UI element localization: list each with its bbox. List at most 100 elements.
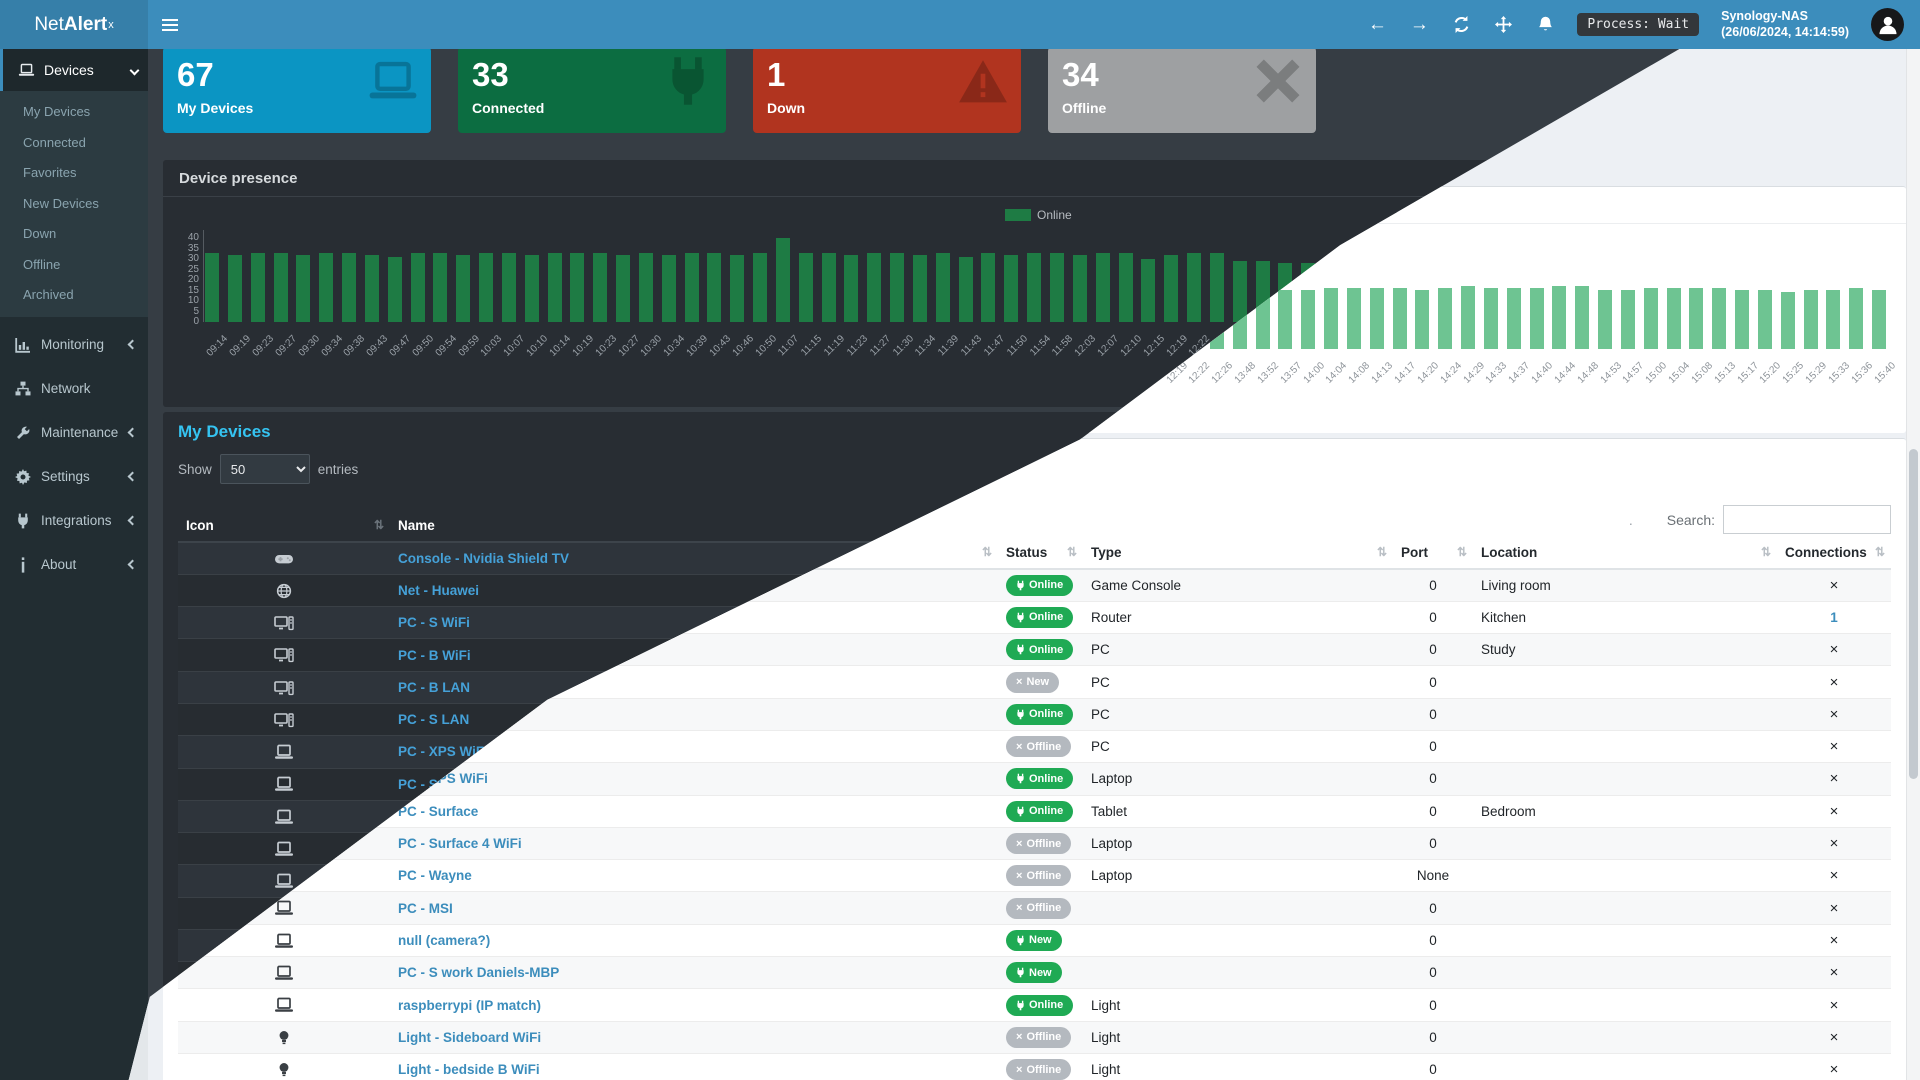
- sidebar-item-about[interactable]: About: [0, 543, 148, 587]
- device-name-link[interactable]: Light - Sideboard WiFi: [398, 1029, 542, 1045]
- refresh-icon[interactable]: [1451, 15, 1471, 35]
- chart-bar: [730, 254, 745, 322]
- chart-bar: [821, 252, 836, 322]
- sidebar-subitem-my-devices[interactable]: My Devices: [23, 104, 91, 119]
- search-label: Search:: [1666, 511, 1715, 528]
- chart-bar: [1164, 254, 1179, 322]
- sort-icon[interactable]: ⇅: [1874, 545, 1885, 559]
- sidebar-item-devices[interactable]: Devices: [0, 49, 148, 91]
- sidebar-item-label: About: [41, 557, 77, 572]
- sidebar-subitem-offline[interactable]: Offline: [23, 256, 61, 272]
- device-name-link[interactable]: PC - B WiFi: [398, 647, 471, 663]
- chart-bar: [1780, 292, 1795, 349]
- sidebar-item-settings[interactable]: Settings: [0, 455, 148, 499]
- chart-bar: [1461, 286, 1476, 349]
- forward-arrow-icon[interactable]: →: [1409, 13, 1429, 35]
- device-location: [1473, 826, 1777, 860]
- stat-card-down[interactable]: 1 Down: [753, 47, 1021, 133]
- stat-card-my-devices[interactable]: 67 My Devices: [163, 47, 431, 133]
- x-icon: ×: [1016, 1063, 1023, 1076]
- sidebar-item-network[interactable]: Network: [0, 367, 148, 411]
- bell-icon[interactable]: [1535, 15, 1555, 35]
- sidebar-subitem-archived[interactable]: Archived: [23, 287, 74, 302]
- search-input[interactable]: [1723, 505, 1891, 534]
- chart-bar: [1438, 288, 1453, 349]
- stat-card-connected[interactable]: 33 Connected: [458, 47, 726, 133]
- sidebar-subitem-connected[interactable]: Connected: [23, 134, 86, 150]
- laptop-icon: [274, 964, 294, 980]
- device-name-link[interactable]: PC - S LAN: [398, 712, 470, 728]
- sidebar-item-monitoring[interactable]: Monitoring: [0, 323, 148, 367]
- page-size-select[interactable]: 50: [219, 454, 310, 484]
- sort-icon[interactable]: ⇅: [373, 518, 384, 532]
- sidebar-subitem-new-devices[interactable]: New Devices: [23, 195, 99, 211]
- sidebar-item-integrations[interactable]: Integrations: [0, 499, 148, 543]
- device-name-link[interactable]: PC - Surface 4 WiFi: [398, 836, 522, 852]
- column-label: Icon: [186, 518, 214, 533]
- column-header-connections[interactable]: Connections ⇅: [1777, 537, 1891, 570]
- status-badge: New: [1006, 929, 1062, 951]
- back-arrow-icon[interactable]: ←: [1367, 13, 1387, 35]
- chart-bar: [1004, 254, 1019, 322]
- chart-bar: [205, 252, 219, 322]
- device-name-link[interactable]: PC - XPS WiFi: [398, 744, 488, 760]
- device-name-link[interactable]: PC - S WiFi: [398, 615, 470, 631]
- device-name-link[interactable]: raspberrypi (IP match): [398, 997, 542, 1013]
- laptop-icon: [274, 776, 294, 792]
- device-name-link[interactable]: Light - bedside B WiFi: [398, 1062, 540, 1078]
- device-location: [1473, 956, 1777, 989]
- column-header-location[interactable]: Location ⇅: [1473, 537, 1777, 570]
- device-name-link[interactable]: Console - Nvidia Shield TV: [398, 550, 570, 566]
- device-name-link[interactable]: PC - S work Daniels-MBP: [398, 965, 560, 981]
- menu-toggle-icon[interactable]: [148, 0, 192, 49]
- connections-link[interactable]: 1: [1830, 609, 1838, 625]
- plug-icon: [1016, 1000, 1025, 1011]
- device-name-link[interactable]: PC - B LAN: [398, 679, 470, 695]
- status-badge: Online: [1006, 800, 1074, 822]
- connections-x-icon: ×: [1829, 835, 1839, 853]
- device-name-link[interactable]: null (camera?): [398, 932, 491, 948]
- status-label: Offline: [1026, 1063, 1062, 1076]
- chart-bar: [1072, 254, 1087, 322]
- chart-bar: [227, 254, 242, 322]
- wrench-icon: [15, 425, 31, 441]
- column-header-status[interactable]: Status ⇅: [998, 537, 1083, 570]
- laptop-icon: [274, 744, 294, 760]
- device-name-link[interactable]: PC - Surface: [398, 803, 479, 819]
- device-location: [1473, 1020, 1777, 1054]
- device-name-link[interactable]: PC - MSI: [398, 900, 453, 916]
- app-logo[interactable]: Net Alert x: [0, 0, 148, 49]
- device-port: 0: [1393, 697, 1473, 731]
- column-label: Name: [398, 518, 435, 533]
- device-port: 0: [1393, 665, 1473, 699]
- stat-card-offline[interactable]: 34 Offline: [1048, 47, 1316, 133]
- chevron-left-icon: [127, 515, 138, 526]
- desktop-icon: [274, 711, 294, 727]
- sort-icon[interactable]: ⇅: [1376, 545, 1387, 559]
- page-scrollbar[interactable]: [1906, 49, 1920, 1080]
- column-header-port[interactable]: Port ⇅: [1393, 537, 1473, 570]
- stat-value: 1: [767, 56, 786, 93]
- status-label: Online: [1029, 999, 1064, 1011]
- sort-icon[interactable]: ⇅: [1456, 545, 1467, 559]
- scrollbar-thumb[interactable]: [1909, 449, 1918, 779]
- sidebar-subitem-down[interactable]: Down: [23, 226, 57, 241]
- sitemap-icon: [15, 381, 31, 397]
- sort-icon[interactable]: ⇅: [1066, 545, 1077, 559]
- user-avatar[interactable]: [1871, 8, 1904, 41]
- column-header-type[interactable]: Type ⇅: [1083, 537, 1393, 570]
- sort-icon[interactable]: ⇅: [1760, 545, 1771, 559]
- device-name-link[interactable]: Net - Huawei: [398, 582, 480, 598]
- device-type: Tablet: [1083, 794, 1393, 828]
- sort-icon[interactable]: ⇅: [981, 545, 992, 559]
- device-name-link[interactable]: PC - Wayne: [398, 868, 472, 884]
- column-header-icon[interactable]: Icon ⇅: [178, 510, 390, 543]
- move-icon[interactable]: [1493, 15, 1513, 35]
- device-port: None: [1393, 859, 1473, 892]
- sidebar-item-maintenance[interactable]: Maintenance: [0, 411, 148, 455]
- device-type: Router: [1083, 600, 1393, 634]
- sidebar-subitem-favorites[interactable]: Favorites: [23, 165, 77, 180]
- chart-title: Device presence: [163, 160, 1906, 197]
